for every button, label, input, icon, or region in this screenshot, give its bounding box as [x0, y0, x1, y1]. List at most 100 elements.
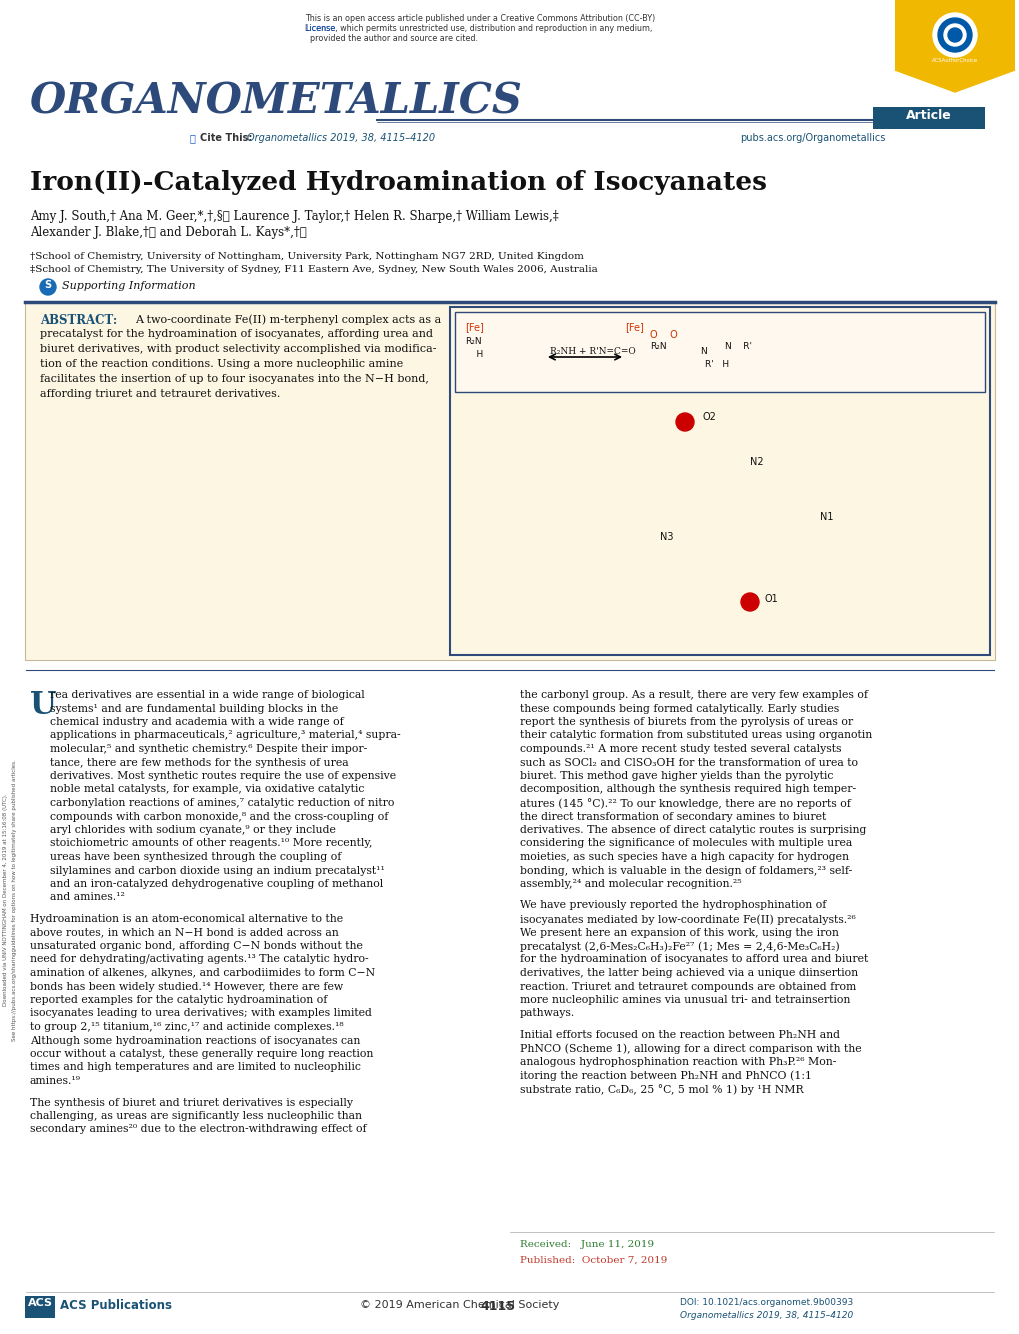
Text: bonds has been widely studied.¹⁴ However, there are few: bonds has been widely studied.¹⁴ However… — [30, 982, 342, 991]
Text: amines.¹⁹: amines.¹⁹ — [30, 1077, 81, 1086]
Text: DOI: 10.1021/acs.organomet.9b00393: DOI: 10.1021/acs.organomet.9b00393 — [680, 1298, 853, 1307]
Text: silylamines and carbon dioxide using an indium precatalyst¹¹: silylamines and carbon dioxide using an … — [50, 866, 384, 875]
Text: Organometallics 2019, 38, 4115–4120: Organometallics 2019, 38, 4115–4120 — [680, 1311, 853, 1321]
Text: ACS: ACS — [28, 1298, 52, 1309]
Text: their catalytic formation from substituted ureas using organotin: their catalytic formation from substitut… — [520, 731, 871, 740]
Text: need for dehydrating/activating agents.¹³ The catalytic hydro-: need for dehydrating/activating agents.¹… — [30, 955, 368, 964]
Text: derivatives. The absence of direct catalytic routes is surprising: derivatives. The absence of direct catal… — [520, 824, 865, 835]
Text: report the synthesis of biurets from the pyrolysis of ureas or: report the synthesis of biurets from the… — [520, 716, 852, 727]
Text: facilitates the insertion of up to four isocyanates into the N−H bond,: facilitates the insertion of up to four … — [40, 374, 428, 384]
Text: aryl chlorides with sodium cyanate,⁹ or they include: aryl chlorides with sodium cyanate,⁹ or … — [50, 824, 335, 835]
Circle shape — [937, 17, 971, 52]
Text: pubs.acs.org/Organometallics: pubs.acs.org/Organometallics — [739, 133, 884, 143]
Text: above routes, in which an N−H bond is added across an: above routes, in which an N−H bond is ad… — [30, 927, 338, 938]
Text: compounds.²¹ A more recent study tested several catalysts: compounds.²¹ A more recent study tested … — [520, 744, 841, 754]
Text: precatalyst (2,6-Mes₂C₆H₃)₂Fe²⁷ (1; Mes = 2,4,6-Me₃C₆H₂): precatalyst (2,6-Mes₂C₆H₃)₂Fe²⁷ (1; Mes … — [520, 940, 839, 951]
Text: biuret derivatives, with product selectivity accomplished via modifica-: biuret derivatives, with product selecti… — [40, 344, 436, 354]
Text: tion of the reaction conditions. Using a more nucleophilic amine: tion of the reaction conditions. Using a… — [40, 359, 403, 370]
Text: systems¹ and are fundamental building blocks in the: systems¹ and are fundamental building bl… — [50, 703, 338, 714]
Text: isocyanates mediated by low-coordinate Fe(II) precatalysts.²⁶: isocyanates mediated by low-coordinate F… — [520, 914, 855, 924]
Text: challenging, as ureas are significantly less nucleophilic than: challenging, as ureas are significantly … — [30, 1111, 362, 1121]
Text: We present here an expansion of this work, using the iron: We present here an expansion of this wor… — [520, 927, 838, 938]
Text: moieties, as such species have a high capacity for hydrogen: moieties, as such species have a high ca… — [520, 852, 848, 862]
Text: Hydroamination is an atom-economical alternative to the: Hydroamination is an atom-economical alt… — [30, 914, 342, 924]
Text: Published:  October 7, 2019: Published: October 7, 2019 — [520, 1257, 666, 1265]
Text: PhNCO (Scheme 1), allowing for a direct comparison with the: PhNCO (Scheme 1), allowing for a direct … — [520, 1043, 861, 1054]
Text: Alexander J. Blake,†Ⓢ and Deborah L. Kays*,†Ⓢ: Alexander J. Blake,†Ⓢ and Deborah L. Kay… — [30, 225, 307, 239]
Text: ORGANOMETALLICS: ORGANOMETALLICS — [30, 80, 523, 121]
Circle shape — [40, 279, 56, 295]
Bar — [25, 301, 994, 660]
Text: Received:   June 11, 2019: Received: June 11, 2019 — [520, 1241, 653, 1249]
Circle shape — [947, 28, 961, 41]
Bar — [25, 1297, 55, 1318]
Text: ABSTRACT:: ABSTRACT: — [40, 313, 117, 327]
Text: atures (145 °C).²² To our knowledge, there are no reports of: atures (145 °C).²² To our knowledge, the… — [520, 798, 850, 808]
Text: derivatives. Most synthetic routes require the use of expensive: derivatives. Most synthetic routes requi… — [50, 771, 395, 780]
Text: carbonylation reactions of amines,⁷ catalytic reduction of nitro: carbonylation reactions of amines,⁷ cata… — [50, 798, 394, 808]
Text: derivatives, the latter being achieved via a unique diinsertion: derivatives, the latter being achieved v… — [520, 968, 857, 978]
Text: reaction. Triuret and tetrauret compounds are obtained from: reaction. Triuret and tetrauret compound… — [520, 982, 855, 991]
Text: to group 2,¹⁵ titanium,¹⁶ zinc,¹⁷ and actinide complexes.¹⁸: to group 2,¹⁵ titanium,¹⁶ zinc,¹⁷ and ac… — [30, 1022, 343, 1033]
Text: Downloaded via UNIV NOTTINGHAM on December 4, 2019 at 15:16:08 (UTC).
See https:: Downloaded via UNIV NOTTINGHAM on Decemb… — [3, 759, 17, 1041]
Text: stoichiometric amounts of other reagents.¹⁰ More recently,: stoichiometric amounts of other reagents… — [50, 839, 372, 848]
Text: We have previously reported the hydrophosphination of: We have previously reported the hydropho… — [520, 900, 825, 911]
Text: Cite This:: Cite This: — [200, 133, 256, 143]
Text: isocyanates leading to urea derivatives; with examples limited: isocyanates leading to urea derivatives;… — [30, 1009, 372, 1018]
Text: times and high temperatures and are limited to nucleophilic: times and high temperatures and are limi… — [30, 1062, 361, 1073]
Text: O    O: O O — [649, 329, 677, 340]
Text: †School of Chemistry, University of Nottingham, University Park, Nottingham NG7 : †School of Chemistry, University of Nott… — [30, 252, 583, 261]
Text: applications in pharmaceuticals,² agriculture,³ material,⁴ supra-: applications in pharmaceuticals,² agricu… — [50, 731, 400, 740]
Text: substrate ratio, C₆D₆, 25 °C, 5 mol % 1) by ¹H NMR: substrate ratio, C₆D₆, 25 °C, 5 mol % 1)… — [520, 1085, 803, 1095]
Text: more nucleophilic amines via unusual tri- and tetrainsertion: more nucleophilic amines via unusual tri… — [520, 995, 850, 1005]
Bar — [872, 107, 984, 129]
Text: pathways.: pathways. — [520, 1009, 575, 1018]
Text: for the hydroamination of isocyanates to afford urea and biuret: for the hydroamination of isocyanates to… — [520, 955, 867, 964]
Text: Organometallics 2019, 38, 4115–4120: Organometallics 2019, 38, 4115–4120 — [247, 133, 435, 143]
Text: noble metal catalysts, for example, via oxidative catalytic: noble metal catalysts, for example, via … — [50, 784, 364, 795]
Text: Iron(II)-Catalyzed Hydroamination of Isocyanates: Iron(II)-Catalyzed Hydroamination of Iso… — [30, 169, 766, 195]
Text: License: License — [305, 24, 335, 33]
Text: R₂N: R₂N — [649, 342, 666, 351]
Text: R₂NH + R'N=C=O: R₂NH + R'N=C=O — [549, 347, 635, 356]
Text: R'   H: R' H — [704, 360, 729, 370]
Text: molecular,⁵ and synthetic chemistry.⁶ Despite their impor-: molecular,⁵ and synthetic chemistry.⁶ De… — [50, 744, 367, 754]
Text: 4115: 4115 — [480, 1301, 515, 1313]
Text: chemical industry and academia with a wide range of: chemical industry and academia with a wi… — [50, 716, 343, 727]
Text: ACSAuthorChoice: ACSAuthorChoice — [931, 57, 977, 63]
Text: ureas have been synthesized through the coupling of: ureas have been synthesized through the … — [50, 852, 341, 862]
Bar — [454, 312, 984, 392]
Text: secondary amines²⁰ due to the electron-withdrawing effect of: secondary amines²⁰ due to the electron-w… — [30, 1125, 366, 1134]
Text: This is an open access article published under a Creative Commons Attribution (C: This is an open access article published… — [305, 13, 654, 23]
Text: Initial efforts focused on the reaction between Ph₂NH and: Initial efforts focused on the reaction … — [520, 1030, 840, 1041]
Text: O1: O1 — [764, 594, 777, 604]
Text: [Fe]: [Fe] — [625, 321, 643, 332]
Text: and amines.¹²: and amines.¹² — [50, 892, 124, 903]
Text: itoring the reaction between Ph₂NH and PhNCO (1:1: itoring the reaction between Ph₂NH and P… — [520, 1070, 811, 1081]
Text: The synthesis of biuret and triuret derivatives is especially: The synthesis of biuret and triuret deri… — [30, 1098, 353, 1107]
Text: occur without a catalyst, these generally require long reaction: occur without a catalyst, these generall… — [30, 1049, 373, 1059]
Text: N2: N2 — [749, 458, 763, 467]
Text: A two-coordinate Fe(II) m-terphenyl complex acts as a: A two-coordinate Fe(II) m-terphenyl comp… — [135, 313, 441, 324]
Text: U: U — [30, 690, 56, 720]
Text: reported examples for the catalytic hydroamination of: reported examples for the catalytic hydr… — [30, 995, 327, 1005]
Text: S: S — [45, 280, 52, 289]
Text: these compounds being formed catalytically. Early studies: these compounds being formed catalytical… — [520, 703, 839, 714]
Circle shape — [676, 414, 693, 431]
Text: Amy J. South,† Ana M. Geer,*,†,§Ⓢ Laurence J. Taylor,† Helen R. Sharpe,† William: Amy J. South,† Ana M. Geer,*,†,§Ⓢ Lauren… — [30, 209, 558, 223]
Text: N    R': N R' — [725, 342, 751, 351]
Text: N: N — [699, 347, 706, 356]
Text: [Fe]: [Fe] — [465, 321, 483, 332]
Text: R₂N: R₂N — [465, 338, 481, 346]
Text: affording triuret and tetrauret derivatives.: affording triuret and tetrauret derivati… — [40, 390, 280, 399]
Text: H: H — [465, 350, 483, 359]
Text: amination of alkenes, alkynes, and carbodiimides to form C−N: amination of alkenes, alkynes, and carbo… — [30, 968, 375, 978]
Text: the direct transformation of secondary amines to biuret: the direct transformation of secondary a… — [520, 811, 825, 822]
Bar — [449, 307, 989, 655]
Bar — [894, 0, 1014, 69]
Text: and an iron-catalyzed dehydrogenative coupling of methanol: and an iron-catalyzed dehydrogenative co… — [50, 879, 383, 888]
Text: Although some hydroamination reactions of isocyanates can: Although some hydroamination reactions o… — [30, 1035, 360, 1046]
Text: rea derivatives are essential in a wide range of biological: rea derivatives are essential in a wide … — [50, 690, 365, 700]
Text: decomposition, although the synthesis required high temper-: decomposition, although the synthesis re… — [520, 784, 855, 795]
Text: © 2019 American Chemical Society: © 2019 American Chemical Society — [360, 1301, 558, 1310]
